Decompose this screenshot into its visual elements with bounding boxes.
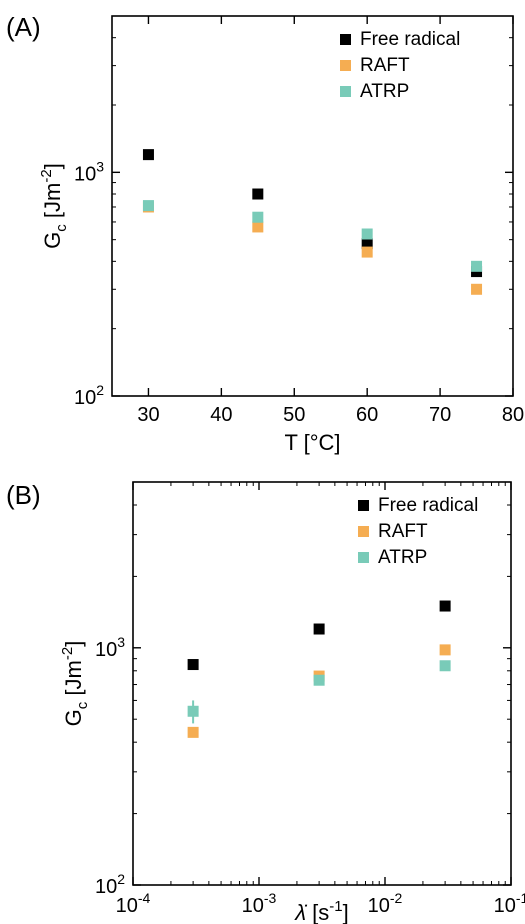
series-atrp (187, 660, 451, 724)
data-point (471, 260, 483, 272)
chart-panel-a: (A) 30 40 50 60 70 80 102 103 T [°C] Gc [Jm-2] Free… (6, 12, 524, 455)
y-tick-label: 102 (74, 382, 104, 409)
plot-frame (132, 481, 512, 886)
data-point (439, 660, 451, 672)
series-free-radical (187, 600, 451, 671)
plot-frame (111, 15, 514, 397)
data-point (361, 228, 373, 240)
data-point (252, 188, 264, 200)
x-tick-label: 40 (210, 404, 232, 426)
legend-marker (358, 552, 369, 563)
data-point (439, 644, 451, 656)
y-tick-label: 102 (95, 871, 125, 898)
y-tick-label: 103 (74, 158, 104, 185)
data-point (361, 246, 373, 258)
x-tick-label: 70 (429, 404, 451, 426)
x-axis-label: T [°C] (284, 430, 340, 455)
x-tick-label: 80 (502, 404, 524, 426)
x-tick-label: 10-1 (494, 890, 525, 917)
x-tick-label: 10-4 (116, 890, 151, 917)
y-axis-label: Gc [Jm-2] (59, 641, 91, 727)
x-tick-label: 30 (137, 404, 159, 426)
legend-marker (340, 86, 351, 97)
data-point (361, 238, 373, 250)
legend-label: ATRP (378, 547, 427, 568)
y-axis-label: Gc [Jm-2] (38, 163, 70, 249)
x-tick-label: 60 (356, 404, 378, 426)
series-raft (142, 201, 483, 295)
data-point (252, 211, 264, 223)
data-point (187, 726, 199, 738)
x-tick-label: 10-3 (242, 890, 277, 917)
x-tick-label: 10-2 (368, 890, 403, 917)
data-point (187, 705, 199, 717)
series-atrp (142, 200, 483, 272)
x-tick-label: 50 (283, 404, 305, 426)
data-point (313, 623, 325, 635)
legend-label: ATRP (360, 81, 409, 102)
data-point (252, 221, 264, 233)
legend-marker (340, 60, 351, 71)
legend-label: RAFT (378, 521, 428, 542)
x-axis-label: λ̇ [s-1] (294, 898, 349, 924)
data-point (313, 674, 325, 686)
data-point (439, 600, 451, 612)
data-point (142, 149, 154, 161)
data-point (142, 200, 154, 212)
legend-marker (358, 526, 369, 537)
chart-panel-b: (B) 10-4 10-3 10-2 10-1 102 103 λ̇ [s-1] Gc [Jm-… (6, 480, 525, 924)
series-free-radical (142, 149, 483, 278)
y-tick-label: 103 (95, 634, 125, 661)
series-raft (187, 644, 451, 738)
legend-label: RAFT (360, 55, 410, 76)
legend-marker (340, 34, 351, 45)
data-point (187, 659, 199, 671)
legend-marker (358, 500, 369, 511)
legend-label: Free radical (360, 29, 460, 50)
panel-label: (A) (6, 12, 41, 42)
legend-label: Free radical (378, 495, 478, 516)
data-point (471, 283, 483, 295)
panel-label: (B) (6, 480, 41, 510)
